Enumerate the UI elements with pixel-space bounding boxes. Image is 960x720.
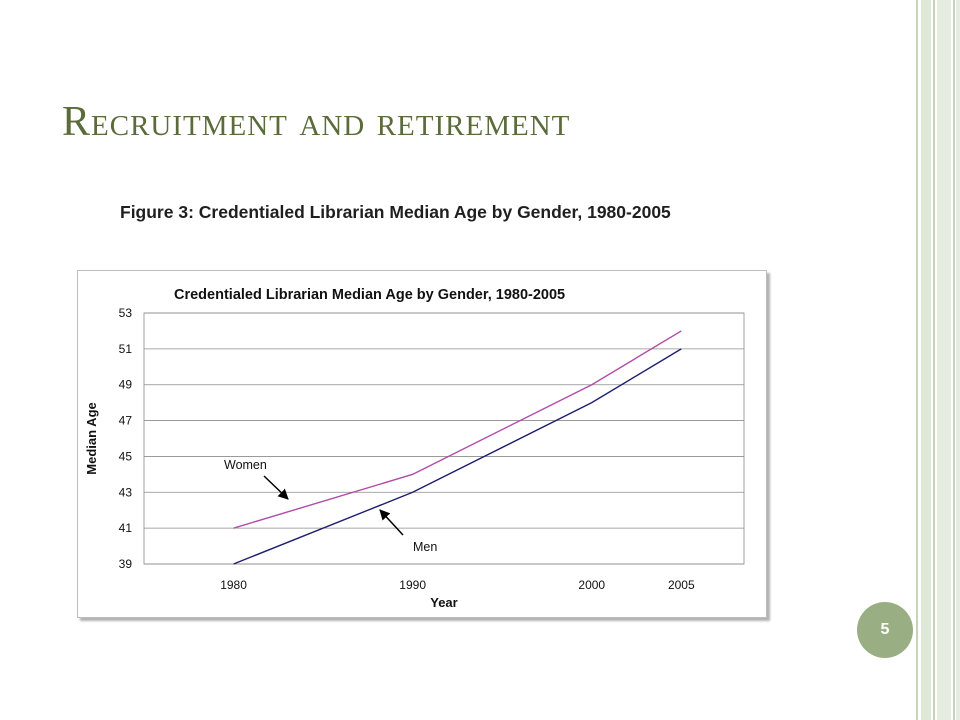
y-tick-label: 45 [119,449,133,463]
decor-stripe [956,0,960,720]
line-chart: Credentialed Librarian Median Age by Gen… [84,287,745,610]
y-axis-label: Median Age [84,402,99,474]
x-tick-label: 1990 [399,578,426,592]
y-tick-label: 51 [119,342,133,356]
y-tick-label: 47 [119,414,133,428]
y-tick-label: 49 [119,378,133,392]
y-tick-label: 43 [119,485,133,499]
page-number-badge: 5 [857,602,913,658]
decor-stripe [937,0,951,720]
annotation-arrow-women [263,475,289,500]
x-tick-label: 2000 [578,578,605,592]
decor-stripe [933,0,935,720]
decor-stripe [953,0,955,720]
slide-title: Recruitment and retirement [62,99,571,145]
figure-caption: Figure 3: Credentialed Librarian Median … [120,202,671,222]
x-axis-label: Year [430,595,457,610]
annotation-men: Men [413,540,437,554]
decor-stripe [916,0,918,720]
series-line-men [233,348,682,565]
y-tick-label: 53 [119,306,133,320]
plot-area [143,312,745,565]
decor-stripe [921,0,931,720]
chart-title: Credentialed Librarian Median Age by Gen… [174,287,565,303]
x-tick-label: 2005 [668,578,695,592]
y-tick-label: 41 [119,521,133,535]
annotation-women: Women [224,458,267,472]
chart-frame: Credentialed Librarian Median Age by Gen… [77,270,767,618]
series-line-women [233,330,682,529]
annotation-arrow-men [379,509,404,536]
y-tick-label: 39 [119,557,133,571]
x-tick-label: 1980 [220,578,247,592]
